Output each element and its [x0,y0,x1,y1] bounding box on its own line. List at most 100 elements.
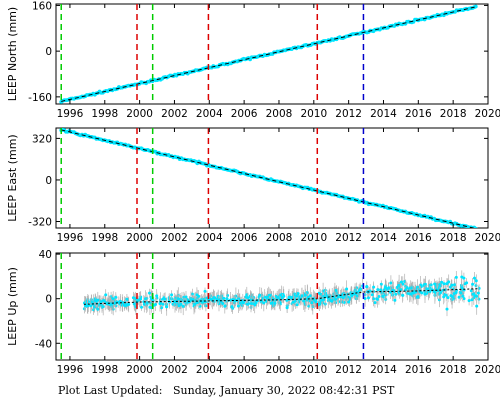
north-panel: 160 0 -160 1996 1998 2000 2002 2004 2006 2008 2010… [6,0,500,120]
data-point [474,279,478,283]
data-point [300,294,304,298]
data-point [345,287,349,291]
y-tick-label: 0 [45,294,52,306]
data-point [148,305,152,309]
data-point [303,293,307,297]
data-point [83,304,87,308]
data-point [102,299,106,302]
y-tick-label: -40 [35,338,52,350]
data-point [155,294,159,298]
y-axis-label: LEEP Up (mm) [6,267,19,346]
x-tick-label: 2014 [370,232,397,244]
data-point [89,304,93,308]
data-point [278,301,282,304]
data-point [148,291,151,295]
data-point [445,282,449,286]
data-point [203,289,207,293]
data-point [401,293,405,297]
data-point [363,297,367,300]
data-point [96,307,100,311]
data-point [373,301,377,305]
x-tick-label: 2012 [335,108,362,120]
data-point [387,286,391,290]
x-tick-label: 1996 [57,364,84,376]
data-point [262,301,266,305]
data-point [469,289,473,293]
data-point [454,291,458,295]
data-point [388,290,392,294]
data-point [230,305,234,309]
data-point [252,302,256,306]
x-tick-label: 2018 [440,108,467,120]
data-point [246,302,250,306]
data-point [269,301,273,305]
data-point [476,291,480,295]
footer-timestamp: Sunday, January 30, 2022 08:42:31 PST [172,384,395,397]
y-tick-label: -320 [28,217,52,229]
data-point [379,282,383,286]
data-point [276,296,280,299]
data-point [420,291,424,295]
data-point [122,303,126,307]
data-point [200,300,204,304]
data-point [200,297,204,301]
x-tick-label: 2006 [231,232,258,244]
y-tick-label: 0 [45,175,52,187]
y-tick-label: 320 [32,133,52,145]
x-tick-label: 2020 [475,232,500,244]
up-panel: 40 0 -40 1996 1998 2000 2002 2004 2006 2008 2010 20… [6,249,500,376]
x-tick-label: 1998 [91,108,118,120]
data-point [321,289,325,293]
data-point [442,282,446,286]
x-tick-label: 2002 [161,232,188,244]
data-point [393,298,397,302]
data-point [475,304,479,308]
data-point [111,297,115,301]
data-point [223,304,227,308]
data-point [384,297,388,301]
data-point [114,295,118,299]
data-point [367,296,370,300]
data-point [347,300,351,304]
data-point [459,291,463,295]
data-point [154,303,157,306]
data-point [158,302,162,306]
x-tick-label: 2002 [161,108,188,120]
data-point [225,297,229,301]
data-point [170,293,174,297]
east-panel: 320 0 -320 1996 1998 2000 2002 2004 2006 2008 2010… [6,127,500,244]
data-point [436,288,439,292]
data-point [425,287,428,291]
data-point [467,299,471,303]
x-tick-label: 1998 [91,232,118,244]
data-point [249,305,253,309]
data-point [295,303,299,307]
data-point [236,304,240,308]
data-point [86,304,90,308]
data-point [288,295,292,299]
data-point [399,280,403,284]
data-point [427,283,431,287]
fit-line [61,129,476,228]
x-tick-label: 2010 [300,108,327,120]
data-point [379,288,383,292]
data-point [142,302,146,306]
data-point [144,297,148,301]
data-point [226,294,230,297]
data-point [381,294,385,298]
data-point [462,297,466,301]
data-point [449,294,453,298]
data-point [320,298,324,302]
data-point [246,296,250,300]
data-point [319,292,323,296]
x-tick-label: 2006 [231,364,258,376]
data-point [195,293,199,297]
data-point [376,297,379,301]
data-point [477,297,481,301]
x-tick-label: 2010 [300,364,327,376]
data-point [249,302,253,305]
data-point [241,301,245,305]
data-point [446,296,450,300]
data-point [350,294,354,298]
data-point [473,294,477,298]
